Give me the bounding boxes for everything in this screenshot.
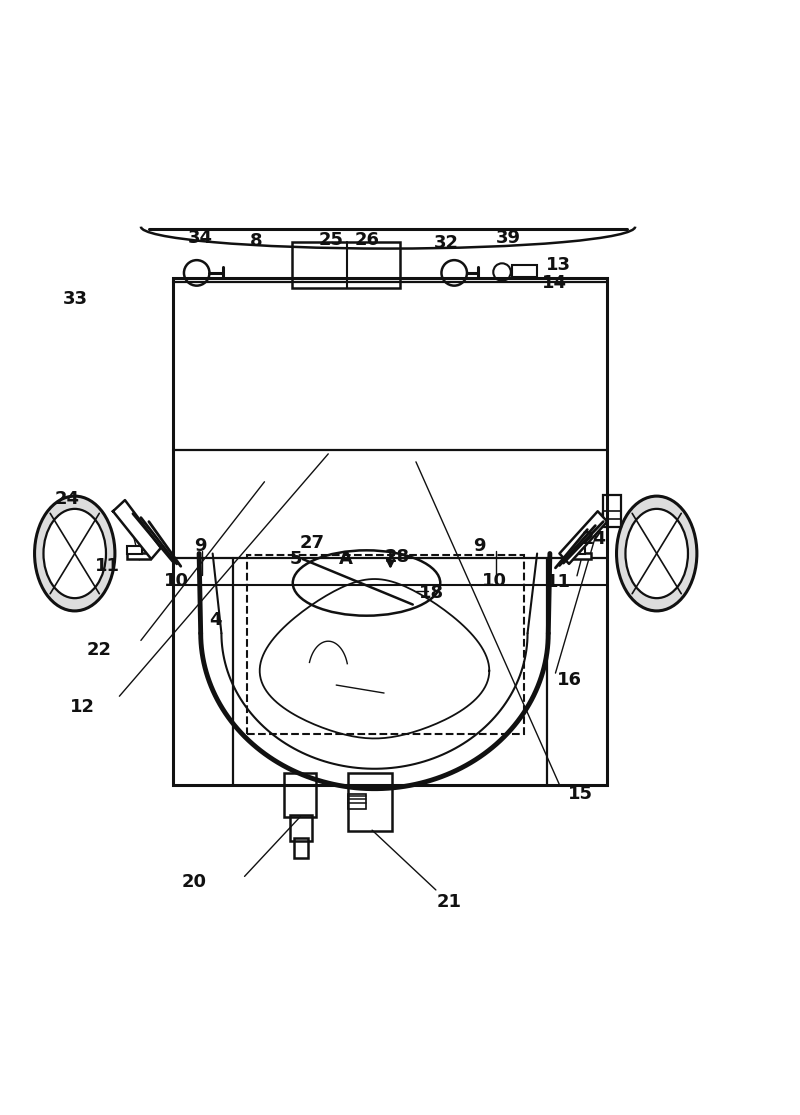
Bar	[173, 279, 607, 785]
Text: 11: 11	[95, 558, 120, 575]
Ellipse shape	[626, 508, 688, 598]
Polygon shape	[559, 512, 607, 564]
Text: 13: 13	[546, 256, 571, 274]
Text: 21: 21	[437, 893, 462, 911]
Bar	[285, 773, 316, 816]
Text: 24: 24	[55, 491, 80, 508]
Ellipse shape	[34, 496, 115, 611]
Text: 14: 14	[542, 274, 567, 292]
Text: 24: 24	[582, 530, 606, 549]
Text: 39: 39	[496, 229, 521, 246]
Bar	[292, 242, 400, 288]
Text: 8: 8	[250, 232, 262, 250]
Bar	[512, 265, 537, 277]
Text: 10: 10	[482, 572, 506, 590]
Text: 4: 4	[210, 611, 222, 630]
Ellipse shape	[617, 496, 697, 611]
Bar	[603, 495, 621, 527]
Text: 33: 33	[63, 290, 88, 308]
Text: 27: 27	[300, 534, 325, 552]
Text: 32: 32	[434, 234, 458, 252]
Text: 28: 28	[384, 549, 410, 566]
Ellipse shape	[43, 508, 106, 598]
Text: 18: 18	[418, 584, 444, 602]
Text: 25: 25	[318, 231, 343, 250]
Bar	[127, 546, 142, 554]
Text: 9: 9	[194, 537, 206, 555]
Text: 34: 34	[187, 229, 212, 246]
Bar	[570, 546, 585, 554]
Text: A: A	[339, 550, 353, 569]
Bar	[247, 555, 524, 735]
Bar	[348, 794, 366, 808]
Text: 22: 22	[87, 641, 112, 659]
Bar	[294, 838, 307, 859]
Text: 16: 16	[558, 671, 582, 689]
Bar	[127, 553, 150, 559]
Text: 9: 9	[473, 537, 485, 555]
Text: 11: 11	[546, 573, 571, 591]
Text: 15: 15	[568, 785, 593, 803]
Bar	[348, 773, 392, 831]
Text: 12: 12	[70, 698, 95, 716]
Text: 26: 26	[355, 231, 380, 250]
Polygon shape	[113, 501, 161, 559]
Bar	[290, 815, 311, 841]
Text: 5: 5	[290, 550, 302, 569]
Text: 10: 10	[163, 572, 189, 590]
Bar	[569, 553, 591, 559]
Text: 20: 20	[182, 873, 207, 891]
